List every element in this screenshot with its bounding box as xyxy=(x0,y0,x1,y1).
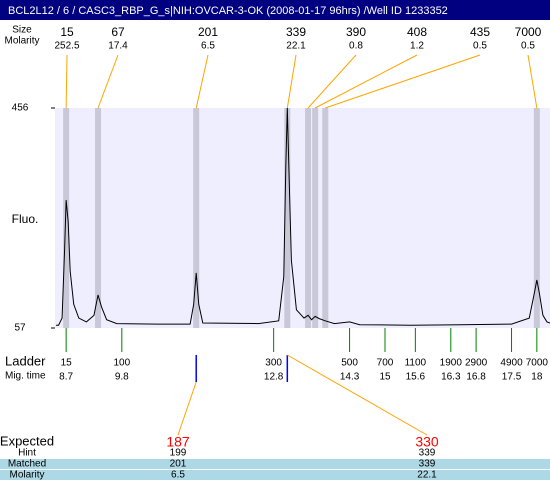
peak-size: 339 xyxy=(286,25,306,39)
chart-title: BCL2L12 / 6 / CASC3_RBP_G_s|NIH:OVCAR-3-… xyxy=(8,5,448,17)
ladder-time: 18 xyxy=(531,372,543,383)
ladder-size: 700 xyxy=(377,358,394,369)
hint-label: Hint xyxy=(18,448,36,459)
matched-label: Matched xyxy=(8,459,46,470)
peak-molarity: 17.4 xyxy=(108,41,128,52)
matched-molarity: 22.1 xyxy=(417,470,437,480)
peak-band xyxy=(284,108,291,328)
ladder-size: 15 xyxy=(61,358,73,369)
molarity-label: Molarity xyxy=(9,470,44,480)
peak-size: 390 xyxy=(346,25,366,39)
peak-band xyxy=(63,108,70,328)
peak-size: 201 xyxy=(198,25,218,39)
peak-band xyxy=(193,108,200,328)
expected-connector xyxy=(287,354,428,436)
ladder-time: 15.6 xyxy=(406,372,426,383)
size-label: Size xyxy=(12,25,32,36)
ladder-label: Ladder xyxy=(5,353,46,368)
peak-band xyxy=(533,108,540,328)
peak-size: 7000 xyxy=(515,25,542,39)
ladder-size: 1900 xyxy=(440,358,463,369)
y-tick-label: 57 xyxy=(14,323,26,334)
matched-molarity: 6.5 xyxy=(171,470,185,480)
expected-size: 330 xyxy=(415,434,439,450)
molarity-row xyxy=(0,470,550,480)
peak-molarity: 22.1 xyxy=(286,41,306,52)
peak-band xyxy=(305,108,312,328)
ladder-size: 100 xyxy=(113,358,130,369)
ladder-size: 7000 xyxy=(526,358,549,369)
ladder-time: 15 xyxy=(379,372,391,383)
peak-molarity: 0.8 xyxy=(349,41,363,52)
hint-size: 339 xyxy=(419,448,436,459)
ladder-size: 1100 xyxy=(405,358,427,369)
ladder-size: 4900 xyxy=(500,358,523,369)
expected-connector xyxy=(177,381,197,436)
mig-time-label: Mig. time xyxy=(5,371,46,382)
peak-band xyxy=(312,108,319,328)
expected-size: 187 xyxy=(166,434,190,450)
matched-size: 201 xyxy=(170,459,187,470)
ladder-time: 8.7 xyxy=(59,372,73,383)
peak-band xyxy=(95,108,102,328)
peak-connector xyxy=(307,54,357,109)
peak-connector xyxy=(325,54,481,109)
ladder-time: 16.3 xyxy=(441,372,461,383)
plot-area xyxy=(55,108,550,328)
peak-molarity: 252.5 xyxy=(54,41,79,52)
peak-connector xyxy=(65,54,68,109)
peak-molarity: 1.2 xyxy=(410,41,424,52)
peak-connector xyxy=(314,54,418,109)
hint-size: 199 xyxy=(170,448,187,459)
ladder-time: 14.3 xyxy=(340,372,360,383)
peak-molarity: 0.5 xyxy=(521,41,535,52)
peak-band xyxy=(322,108,329,328)
expected-label: Expected xyxy=(0,433,54,448)
matched-size: 339 xyxy=(419,459,436,470)
ladder-size: 2900 xyxy=(465,358,488,369)
ladder-time: 16.8 xyxy=(466,372,486,383)
peak-size: 15 xyxy=(60,25,74,39)
ladder-size: 500 xyxy=(341,358,358,369)
peak-molarity: 6.5 xyxy=(201,41,215,52)
ladder-time: 9.8 xyxy=(115,372,129,383)
y-tick-label: 456 xyxy=(12,103,29,114)
peak-size: 67 xyxy=(111,25,125,39)
peak-size: 408 xyxy=(407,25,427,39)
peak-size: 435 xyxy=(470,25,490,39)
peak-connector xyxy=(286,54,297,109)
ladder-time: 17.5 xyxy=(502,372,522,383)
peak-connector xyxy=(527,54,538,109)
title-bar xyxy=(0,0,550,20)
ladder-time: 12.8 xyxy=(264,372,284,383)
molarity-label: Molarity xyxy=(4,36,39,47)
peak-connector xyxy=(97,54,119,109)
trace xyxy=(56,107,550,326)
y-label: Fluo. xyxy=(12,212,39,226)
matched-row xyxy=(0,459,550,469)
peak-connector xyxy=(195,54,209,109)
peak-molarity: 0.5 xyxy=(473,41,487,52)
ladder-size: 300 xyxy=(265,358,282,369)
